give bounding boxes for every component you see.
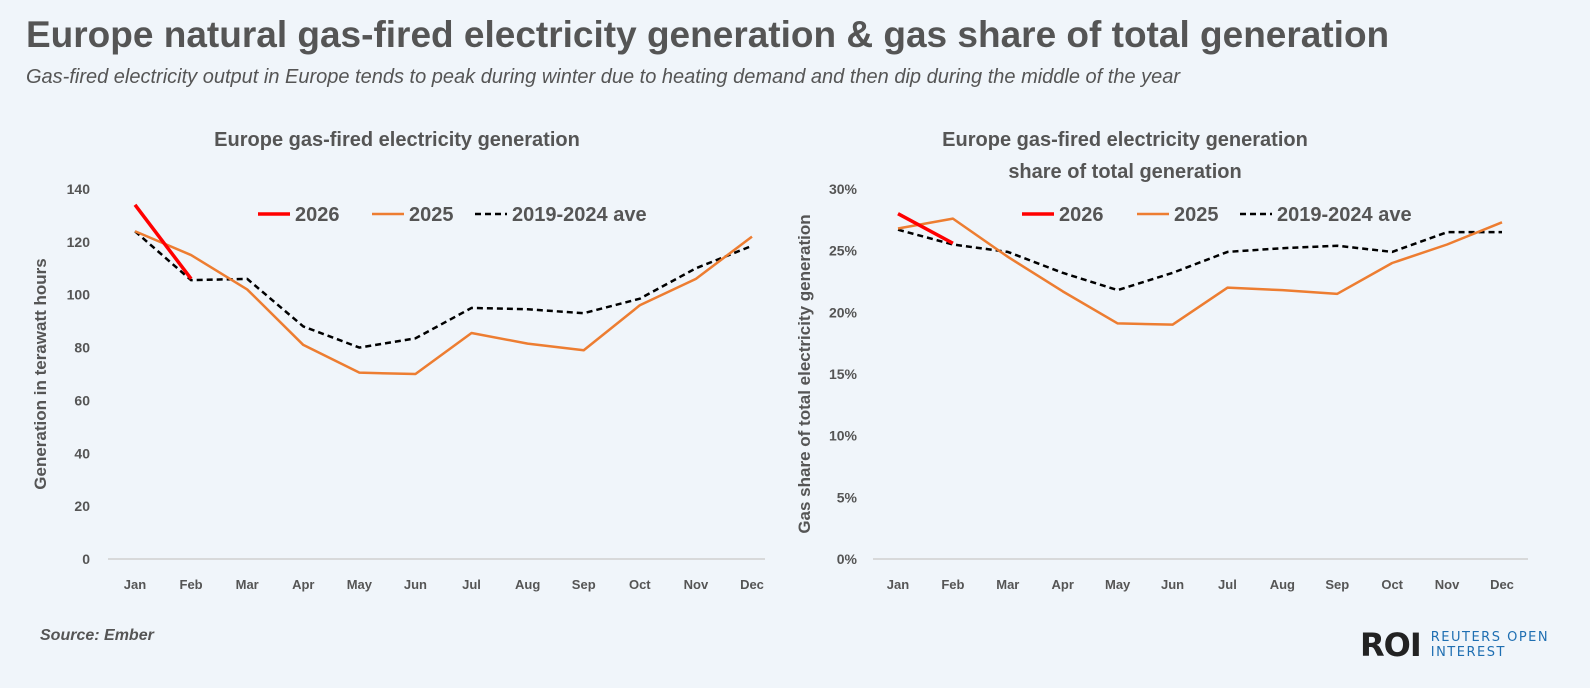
page-title: Europe natural gas-fired electricity gen… bbox=[26, 14, 1390, 55]
x-tick-label: Dec bbox=[1490, 577, 1514, 592]
x-tick-label: Aug bbox=[1270, 577, 1295, 592]
chart-title: Europe gas-fired electricity generation bbox=[214, 129, 580, 151]
y-tick-label: 80 bbox=[74, 340, 90, 356]
y-tick-label: 30% bbox=[829, 181, 858, 197]
x-tick-label: Nov bbox=[1435, 577, 1460, 592]
y-tick-label: 0% bbox=[837, 551, 858, 567]
y-axis-label: Gas share of total electricity generatio… bbox=[795, 214, 814, 533]
legend-label: 2025 bbox=[1174, 204, 1219, 226]
x-tick-label: Oct bbox=[1381, 577, 1403, 592]
y-tick-label: 25% bbox=[829, 243, 858, 259]
series-line-2025 bbox=[897, 217, 1503, 326]
x-tick-label: Jul bbox=[462, 577, 481, 592]
x-tick-label: Jul bbox=[1218, 577, 1237, 592]
chart-title: Europe gas-fired electricity generation bbox=[942, 129, 1308, 151]
x-tick-label: Mar bbox=[996, 577, 1019, 592]
y-tick-label: 40 bbox=[74, 445, 90, 461]
x-tick-label: Feb bbox=[180, 577, 203, 592]
x-tick-label: Mar bbox=[236, 577, 259, 592]
x-tick-label: Apr bbox=[1052, 577, 1074, 592]
legend-label: 2026 bbox=[1059, 204, 1104, 226]
source-note: Source: Ember bbox=[40, 627, 154, 644]
y-tick-label: 20 bbox=[74, 498, 90, 514]
series-line-2025 bbox=[134, 230, 753, 376]
logo-line2: INTEREST bbox=[1430, 645, 1506, 660]
y-tick-label: 140 bbox=[67, 181, 91, 197]
y-tick-label: 60 bbox=[74, 392, 90, 408]
x-tick-label: Sep bbox=[1325, 577, 1349, 592]
x-tick-label: Aug bbox=[515, 577, 540, 592]
y-tick-label: 120 bbox=[67, 234, 91, 250]
legend-label: 2025 bbox=[409, 204, 454, 226]
logo-text: REUTERS OPEN INTEREST bbox=[1431, 630, 1549, 660]
page-subtitle: Gas-fired electricity output in Europe t… bbox=[26, 66, 1181, 88]
x-tick-label: May bbox=[1105, 577, 1131, 592]
y-axis-label: Generation in terawatt hours bbox=[31, 258, 50, 489]
y-tick-label: 15% bbox=[829, 366, 858, 382]
roi-logo: ROI REUTERS OPEN INTEREST bbox=[1360, 626, 1549, 664]
x-tick-label: Jun bbox=[1161, 577, 1184, 592]
series-line-2019-2024 ave bbox=[897, 228, 1502, 292]
x-tick-label: May bbox=[347, 577, 373, 592]
x-tick-label: Dec bbox=[740, 577, 764, 592]
x-tick-label: Feb bbox=[941, 577, 964, 592]
legend-label: 2026 bbox=[295, 204, 340, 226]
legend-label: 2019-2024 ave bbox=[1277, 204, 1412, 226]
x-tick-label: Jan bbox=[124, 577, 146, 592]
x-tick-label: Jun bbox=[404, 577, 427, 592]
series-line-2026 bbox=[133, 203, 193, 280]
legend-label: 2019-2024 ave bbox=[512, 204, 647, 226]
x-tick-label: Apr bbox=[292, 577, 314, 592]
chart-title: share of total generation bbox=[1008, 161, 1241, 183]
x-tick-label: Nov bbox=[684, 577, 709, 592]
x-tick-label: Sep bbox=[572, 577, 596, 592]
y-tick-label: 20% bbox=[829, 304, 858, 320]
x-tick-label: Jan bbox=[887, 577, 909, 592]
logo-mark: ROI bbox=[1360, 626, 1422, 664]
y-tick-label: 5% bbox=[837, 489, 858, 505]
y-tick-label: 10% bbox=[829, 428, 858, 444]
series-line-2026 bbox=[897, 212, 954, 245]
logo-line1: REUTERS OPEN bbox=[1430, 630, 1550, 645]
series-line-2019-2024 ave bbox=[134, 230, 753, 349]
y-tick-label: 0 bbox=[82, 551, 90, 567]
x-tick-label: Oct bbox=[629, 577, 651, 592]
y-tick-label: 100 bbox=[67, 287, 91, 303]
